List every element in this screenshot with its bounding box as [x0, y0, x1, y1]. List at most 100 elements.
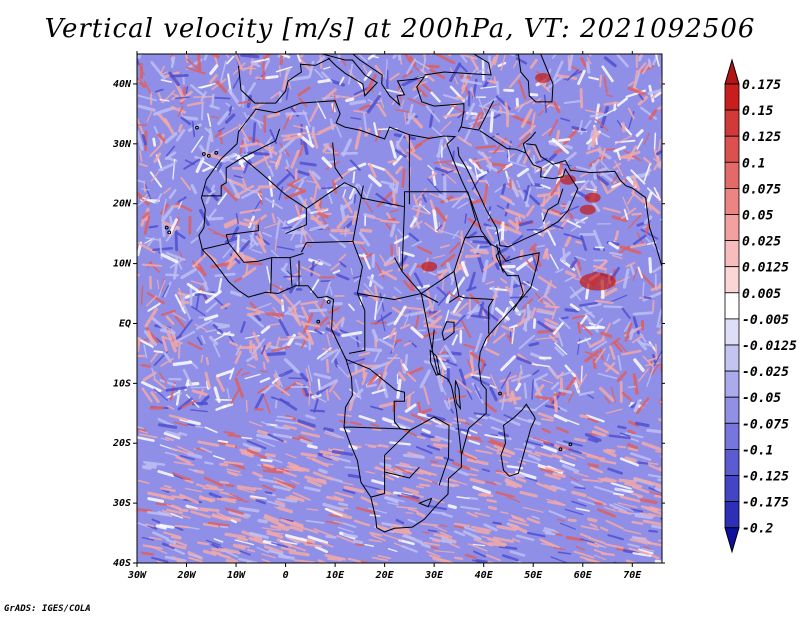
field-streak	[389, 140, 397, 159]
field-streak	[512, 115, 534, 126]
field-streak	[238, 544, 250, 548]
field-streak	[402, 487, 420, 495]
field-streak	[362, 64, 368, 73]
field-streak	[262, 484, 276, 492]
field-streak	[550, 180, 561, 197]
field-streak	[317, 559, 329, 563]
field-streak	[544, 249, 550, 260]
field-streak	[660, 218, 662, 221]
field-streak	[446, 291, 462, 302]
field-streak	[253, 302, 272, 311]
field-streak	[609, 251, 623, 256]
field-streak	[588, 537, 606, 545]
field-streak	[574, 486, 586, 490]
field-streak	[247, 548, 255, 553]
colorbar-bottom-arrow	[724, 527, 740, 554]
field-streak	[509, 550, 526, 557]
field-streak	[234, 54, 243, 71]
field-streak	[653, 90, 662, 98]
field-streak	[325, 463, 334, 466]
field-streak	[587, 302, 602, 308]
field-streak	[648, 464, 662, 473]
field-streak	[147, 497, 165, 503]
field-streak	[302, 140, 309, 156]
field-streak	[314, 545, 328, 553]
field-streak	[333, 169, 351, 183]
field-streak	[271, 542, 288, 548]
field-streak	[489, 434, 499, 437]
colorbar-level-label: -0.05	[742, 391, 781, 406]
field-streak	[188, 507, 209, 513]
field-streak	[267, 290, 284, 306]
field-streak	[383, 457, 392, 460]
field-streak	[368, 445, 376, 449]
field-streak	[559, 204, 568, 208]
field-streak	[546, 498, 563, 505]
field-streak	[284, 67, 291, 79]
field-streak	[278, 137, 296, 153]
field-streak	[579, 119, 592, 135]
field-streak	[197, 83, 216, 89]
field-streak	[636, 138, 644, 150]
field-streak	[453, 525, 465, 530]
field-streak	[297, 86, 311, 97]
field-streak	[137, 104, 156, 112]
field-streak	[485, 280, 495, 285]
field-streak	[163, 187, 172, 195]
field-streak	[534, 451, 554, 458]
field-streak	[306, 508, 319, 511]
field-streak	[517, 104, 524, 113]
field-streak	[244, 335, 260, 339]
field-streak	[175, 455, 192, 465]
field-streak	[217, 277, 223, 294]
field-streak	[261, 527, 282, 531]
field-streak	[392, 339, 402, 343]
field-streak	[174, 525, 190, 529]
field-streak	[515, 54, 520, 57]
field-streak	[490, 426, 503, 433]
country-border	[242, 157, 468, 210]
field-streak	[411, 207, 431, 215]
field-streak	[187, 423, 196, 427]
field-streak	[399, 255, 408, 267]
field-streak	[517, 133, 531, 149]
country-border	[461, 100, 495, 131]
field-streak	[142, 544, 163, 550]
lake-outline	[429, 349, 441, 376]
field-streak	[429, 125, 445, 139]
field-streak	[260, 458, 273, 463]
field-streak	[375, 262, 385, 279]
field-streak	[336, 364, 349, 378]
field-streak	[578, 390, 595, 396]
field-streak	[564, 364, 576, 378]
field-streak	[420, 432, 435, 439]
field-streak	[218, 552, 239, 563]
field-streak	[293, 559, 316, 563]
field-streak	[320, 348, 339, 361]
field-streak	[226, 468, 241, 473]
field-streak	[367, 174, 382, 188]
field-streak	[153, 350, 164, 354]
field-streak	[534, 373, 548, 382]
field-streak	[580, 538, 595, 544]
field-streak	[483, 183, 489, 206]
field-streak	[532, 369, 540, 376]
field-streak	[294, 204, 301, 218]
field-streak	[250, 495, 267, 500]
field-streak	[622, 196, 630, 213]
field-streak	[518, 220, 533, 227]
field-streak	[366, 215, 382, 221]
field-streak	[158, 279, 166, 298]
colorbar-swatch	[724, 292, 740, 320]
field-streak	[504, 269, 515, 274]
field-streak	[605, 408, 623, 414]
field-streak	[621, 349, 642, 356]
field-streak	[223, 430, 235, 435]
field-streak	[403, 429, 417, 437]
field-streak	[276, 245, 295, 251]
field-streak	[379, 401, 395, 409]
field-streak	[239, 240, 251, 253]
field-streak	[331, 94, 353, 100]
field-streak	[541, 208, 564, 218]
field-streak	[532, 436, 551, 445]
